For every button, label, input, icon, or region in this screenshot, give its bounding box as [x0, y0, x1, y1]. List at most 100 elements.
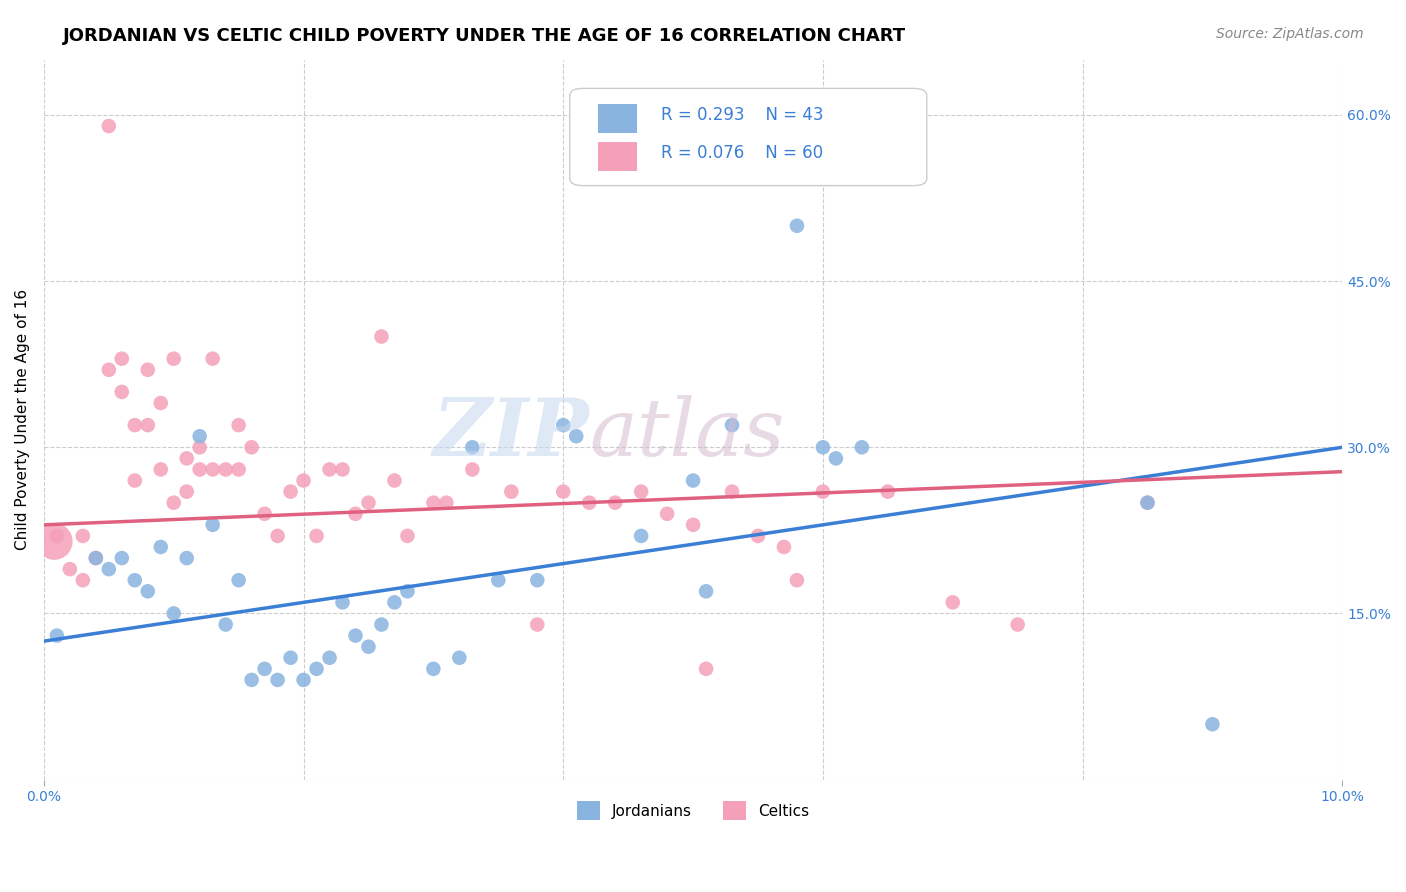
Point: [305, 662, 328, 676]
Point: [136, 418, 159, 433]
Point: [682, 517, 704, 532]
Point: [682, 474, 704, 488]
Point: [332, 462, 354, 476]
Point: [59, 562, 82, 576]
Text: ZIP: ZIP: [432, 395, 589, 473]
Point: [565, 429, 588, 443]
Point: [45, 629, 67, 643]
Point: [97, 363, 120, 377]
Point: [942, 595, 965, 609]
Point: [163, 607, 186, 621]
Point: [357, 640, 380, 654]
Point: [695, 662, 717, 676]
Point: [201, 462, 224, 476]
Point: [44, 534, 66, 549]
Point: [111, 551, 134, 566]
Point: [188, 440, 211, 454]
Point: [773, 540, 796, 554]
Point: [111, 351, 134, 366]
Point: [163, 496, 186, 510]
Point: [253, 507, 276, 521]
Point: [149, 540, 172, 554]
Point: [149, 396, 172, 410]
Point: [486, 573, 509, 587]
Point: [253, 662, 276, 676]
Point: [811, 440, 834, 454]
Point: [318, 650, 340, 665]
Point: [461, 440, 484, 454]
Point: [526, 573, 548, 587]
Legend: Jordanians, Celtics: Jordanians, Celtics: [571, 795, 815, 826]
Point: [1201, 717, 1223, 731]
Point: [201, 517, 224, 532]
Point: [176, 551, 198, 566]
Point: [721, 484, 744, 499]
Point: [84, 551, 107, 566]
Point: [84, 551, 107, 566]
Point: [396, 529, 419, 543]
Point: [876, 484, 898, 499]
Point: [176, 451, 198, 466]
Point: [449, 650, 471, 665]
Point: [124, 573, 146, 587]
Point: [149, 462, 172, 476]
Point: [422, 496, 444, 510]
Point: [240, 440, 263, 454]
Point: [124, 418, 146, 433]
Point: [811, 484, 834, 499]
Point: [136, 363, 159, 377]
Point: [124, 474, 146, 488]
Point: [305, 529, 328, 543]
Text: Source: ZipAtlas.com: Source: ZipAtlas.com: [1216, 27, 1364, 41]
FancyBboxPatch shape: [599, 143, 637, 171]
Point: [655, 507, 678, 521]
Point: [266, 529, 288, 543]
Point: [1136, 496, 1159, 510]
Point: [240, 673, 263, 687]
Point: [292, 673, 315, 687]
Point: [280, 650, 302, 665]
Point: [501, 484, 523, 499]
FancyBboxPatch shape: [569, 88, 927, 186]
Point: [434, 496, 457, 510]
Point: [721, 418, 744, 433]
Point: [357, 496, 380, 510]
Point: [695, 584, 717, 599]
Point: [214, 462, 236, 476]
Y-axis label: Child Poverty Under the Age of 16: Child Poverty Under the Age of 16: [15, 289, 30, 550]
Point: [851, 440, 873, 454]
Point: [72, 529, 94, 543]
Point: [526, 617, 548, 632]
Point: [630, 484, 652, 499]
Point: [461, 462, 484, 476]
Point: [228, 418, 250, 433]
Text: atlas: atlas: [589, 395, 785, 473]
Point: [384, 595, 406, 609]
Point: [578, 496, 600, 510]
Point: [228, 462, 250, 476]
Point: [266, 673, 288, 687]
Point: [553, 484, 575, 499]
Point: [97, 119, 120, 133]
Point: [344, 507, 367, 521]
Point: [384, 474, 406, 488]
Point: [72, 573, 94, 587]
FancyBboxPatch shape: [599, 104, 637, 133]
Text: R = 0.076    N = 60: R = 0.076 N = 60: [661, 145, 823, 162]
Point: [1136, 496, 1159, 510]
Point: [553, 418, 575, 433]
Text: R = 0.293    N = 43: R = 0.293 N = 43: [661, 106, 823, 124]
Point: [786, 219, 808, 233]
Point: [188, 462, 211, 476]
Point: [344, 629, 367, 643]
Point: [214, 617, 236, 632]
Point: [370, 329, 392, 343]
Point: [747, 529, 769, 543]
Point: [630, 529, 652, 543]
Point: [97, 562, 120, 576]
Point: [1007, 617, 1029, 632]
Point: [201, 351, 224, 366]
Point: [825, 451, 848, 466]
Point: [163, 351, 186, 366]
Point: [370, 617, 392, 632]
